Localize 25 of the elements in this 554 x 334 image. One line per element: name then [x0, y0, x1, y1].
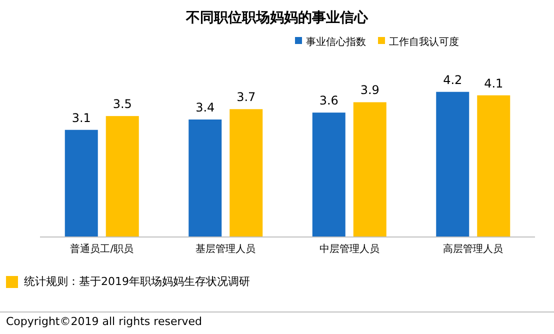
data-label: 3.1: [72, 110, 91, 125]
bar: [353, 102, 386, 237]
x-tick-label: 高层管理人员: [443, 243, 504, 255]
data-label: 3.4: [196, 100, 215, 115]
legend-label: 事业信心指数: [306, 36, 366, 48]
bar: [106, 116, 139, 237]
data-label: 3.6: [319, 94, 338, 108]
text: 统计规则：基于2019年职场妈妈生存状况调研: [24, 275, 250, 288]
chart-title: 不同职位职场妈妈的事业信心: [185, 9, 369, 26]
bar: [312, 112, 346, 237]
bar: [230, 109, 263, 237]
data-label: 3.7: [236, 90, 256, 104]
x-tick-label: 基层管理人员: [196, 243, 256, 255]
x-tick-label: 中层管理人员: [319, 243, 380, 255]
bar: [436, 92, 470, 237]
bar: [188, 120, 222, 237]
x-tick-label: 普通员工/职员: [70, 243, 134, 255]
data-label: 3.5: [112, 97, 132, 112]
bar: [477, 95, 510, 237]
data-label: 4.2: [443, 72, 462, 87]
legend-label: 工作自我认可度: [389, 36, 459, 48]
data-label: 3.9: [360, 83, 380, 98]
bar: [64, 130, 98, 237]
data-label: 4.1: [484, 76, 504, 90]
text: Copyright©2019 all rights reserved: [6, 315, 202, 328]
